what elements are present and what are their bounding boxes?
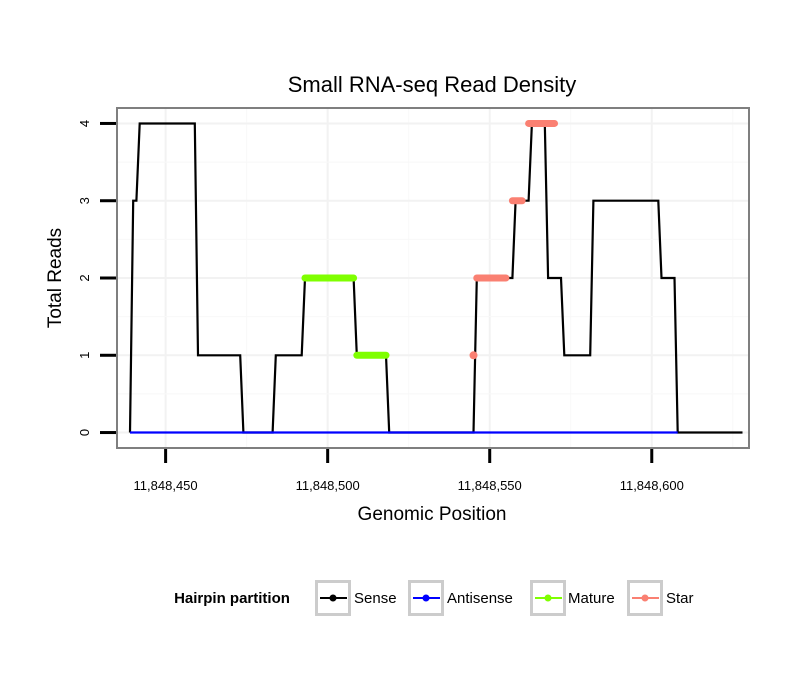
x-tick-label: 11,848,450 bbox=[134, 478, 198, 493]
chart-title: Small RNA-seq Read Density bbox=[288, 72, 577, 97]
legend-point-sense bbox=[329, 594, 337, 602]
x-tick-label: 11,848,600 bbox=[620, 478, 684, 493]
plot-series bbox=[128, 119, 743, 434]
y-tick-label: 3 bbox=[77, 197, 92, 204]
legend-point-antisense bbox=[422, 594, 430, 602]
y-tick-label: 1 bbox=[77, 352, 92, 359]
legend-point-star bbox=[641, 594, 649, 602]
y-axis-title: Total Reads bbox=[45, 228, 66, 328]
legend: Hairpin partition Sense Antisense Mature St… bbox=[174, 580, 694, 616]
legend-point-mature bbox=[544, 594, 552, 602]
y-tick-label: 0 bbox=[77, 429, 92, 436]
x-tick-label: 11,848,500 bbox=[296, 478, 360, 493]
plot-border bbox=[116, 107, 750, 449]
x-axis-title: Genomic Position bbox=[358, 504, 507, 525]
y-axis-ticks: 0 1 2 3 4 bbox=[77, 120, 116, 436]
legend-label-mature: Mature bbox=[568, 590, 615, 607]
y-tick-label: 2 bbox=[77, 274, 92, 281]
legend-label-sense: Sense bbox=[354, 590, 397, 607]
legend-label-antisense: Antisense bbox=[447, 590, 513, 607]
x-tick-label: 11,848,550 bbox=[458, 478, 522, 493]
legend-title: Hairpin partition bbox=[174, 590, 290, 607]
y-tick-label: 4 bbox=[77, 120, 92, 127]
series-point-star bbox=[469, 351, 478, 360]
x-axis-ticks: 11,848,450 11,848,500 11,848,550 11,848,600 bbox=[134, 449, 684, 493]
legend-label-star: Star bbox=[666, 590, 694, 607]
